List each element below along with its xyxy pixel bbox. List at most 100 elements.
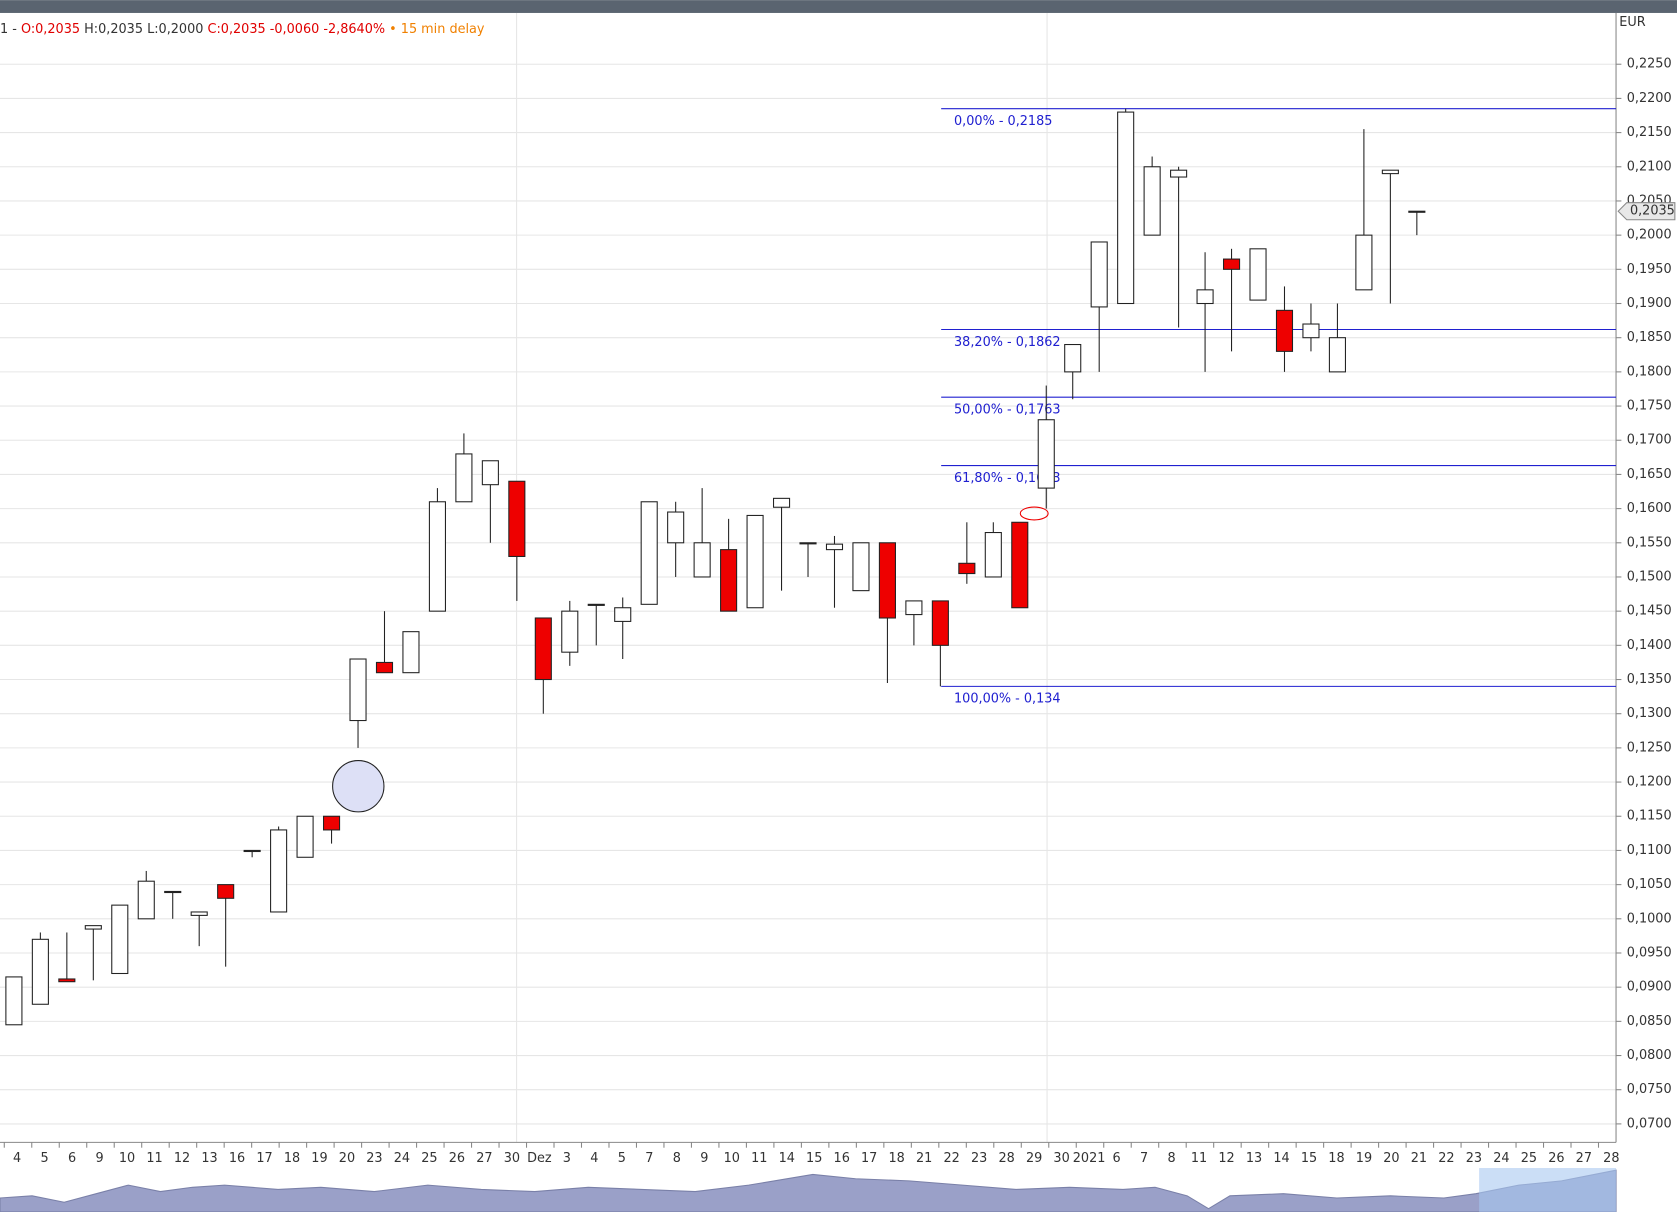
candle-body <box>640 501 658 605</box>
x-tick-label: 4 <box>590 1151 598 1166</box>
y-tick-label: 0,0850 <box>1627 1014 1672 1029</box>
x-tick-label: 13 <box>1246 1151 1262 1166</box>
candle-body <box>1222 258 1241 270</box>
x-tick-label: 15 <box>1301 1151 1317 1166</box>
x-tick-label: 16 <box>834 1151 850 1166</box>
x-tick-label: 12 <box>1218 1151 1234 1166</box>
candle-body <box>428 501 446 612</box>
x-tick-label: 25 <box>421 1151 437 1166</box>
x-tick-label: 8 <box>673 1151 681 1166</box>
candle-body <box>534 617 552 681</box>
candle-body <box>1328 337 1346 373</box>
x-tick-label: 24 <box>394 1151 410 1166</box>
y-tick-label: 0,1600 <box>1627 501 1672 516</box>
x-tick-label: 10 <box>724 1151 740 1166</box>
x-tick-label: 30 <box>504 1151 520 1166</box>
candle-body <box>1117 111 1135 305</box>
y-tick-label: 0,1450 <box>1627 604 1672 619</box>
candle-body <box>1275 309 1294 352</box>
candle-body <box>1064 343 1082 373</box>
x-tick-label: 23 <box>366 1151 382 1166</box>
y-tick-label: 0,1650 <box>1627 467 1672 482</box>
y-tick-label: 0,1300 <box>1627 706 1672 721</box>
y-tick-label: 0,1750 <box>1627 399 1672 414</box>
x-tick-label: 13 <box>201 1151 217 1166</box>
candle-body <box>1143 166 1161 236</box>
top-bar <box>0 0 1677 13</box>
candle-body <box>111 904 129 975</box>
x-tick-label: 28 <box>998 1151 1014 1166</box>
x-tick-label: 15 <box>806 1151 822 1166</box>
x-tick-label: 14 <box>1273 1151 1289 1166</box>
last-price-tag <box>1617 202 1676 221</box>
x-tick-label: 18 <box>284 1151 300 1166</box>
candle-body <box>984 532 1002 578</box>
x-tick-label: 8 <box>1167 1151 1175 1166</box>
x-tick-label: 23 <box>971 1151 987 1166</box>
x-tick-label: 22 <box>1438 1151 1454 1166</box>
candle-body <box>825 543 844 551</box>
fib-label: 50,00% - 0,1763 <box>954 403 1061 418</box>
candle-body <box>1090 241 1108 308</box>
open: O:0,2035 <box>21 21 80 36</box>
candle-body <box>455 453 473 503</box>
x-tick-label: Dez <box>527 1151 552 1166</box>
x-tick-label: 29 <box>1026 1151 1042 1166</box>
x-tick-label: 3 <box>563 1151 571 1166</box>
candle-body <box>667 511 685 544</box>
x-tick-label: 21 <box>1411 1151 1427 1166</box>
high: H:0,2035 <box>84 21 143 36</box>
annotation-circle <box>332 760 385 813</box>
candle-body <box>614 607 632 622</box>
x-tick-label: 16 <box>229 1151 245 1166</box>
currency: EUR <box>1619 15 1645 30</box>
x-tick-label: 4 <box>13 1151 21 1166</box>
x-tick-label: 11 <box>146 1151 162 1166</box>
x-tick-label: 23 <box>1466 1151 1482 1166</box>
y-tick-label: 0,1700 <box>1627 433 1672 448</box>
x-tick-label: 9 <box>700 1151 708 1166</box>
x-tick-label: 19 <box>311 1151 327 1166</box>
candle-body <box>720 549 738 612</box>
y-tick-label: 0,0750 <box>1627 1082 1672 1097</box>
candle-body <box>508 480 526 557</box>
x-tick-label: 20 <box>339 1151 355 1166</box>
close: C:0,2035 <box>207 21 265 36</box>
x-tick-label: 17 <box>861 1151 877 1166</box>
x-tick-label: 7 <box>645 1151 653 1166</box>
y-tick-label: 0,1350 <box>1627 672 1672 687</box>
x-tick-label: 6 <box>1112 1151 1120 1166</box>
change: -0,0060 <box>270 21 320 36</box>
y-tick-label: 0,2200 <box>1627 91 1672 106</box>
x-tick-label: 12 <box>174 1151 190 1166</box>
fib-label: 100,00% - 0,134 <box>954 692 1061 707</box>
candle-body <box>1170 169 1188 178</box>
y-tick-label: 0,1250 <box>1627 740 1672 755</box>
y-tick-label: 0,2100 <box>1627 159 1672 174</box>
candle-body <box>190 911 208 916</box>
x-tick-label: 27 <box>1576 1151 1592 1166</box>
y-tick-label: 0,2250 <box>1627 57 1672 72</box>
x-tick-label: 26 <box>449 1151 465 1166</box>
quote-header: 1 - O:0,2035 H:0,2035 L:0,2000 C:0,2035 … <box>0 21 485 36</box>
candle-body <box>878 542 896 619</box>
x-tick-label: 10 <box>119 1151 135 1166</box>
navigator-window[interactable] <box>1479 1168 1617 1212</box>
y-tick-label: 0,1400 <box>1627 638 1672 653</box>
candle-body <box>217 884 235 899</box>
candle-body <box>270 829 288 913</box>
y-tick-label: 0,1200 <box>1627 775 1672 790</box>
candle-body <box>137 880 155 920</box>
x-tick-label: 25 <box>1521 1151 1537 1166</box>
x-tick-label: 27 <box>476 1151 492 1166</box>
x-tick-label: 17 <box>256 1151 272 1166</box>
y-tick-label: 0,2150 <box>1627 125 1672 140</box>
y-tick-label: 0,1800 <box>1627 364 1672 379</box>
x-tick-label: 26 <box>1548 1151 1564 1166</box>
y-tick-label: 0,1000 <box>1627 911 1672 926</box>
y-tick-label: 0,0800 <box>1627 1048 1672 1063</box>
y-tick-label: 0,1150 <box>1627 809 1672 824</box>
x-tick-label: 9 <box>95 1151 103 1166</box>
x-tick-label: 6 <box>68 1151 76 1166</box>
